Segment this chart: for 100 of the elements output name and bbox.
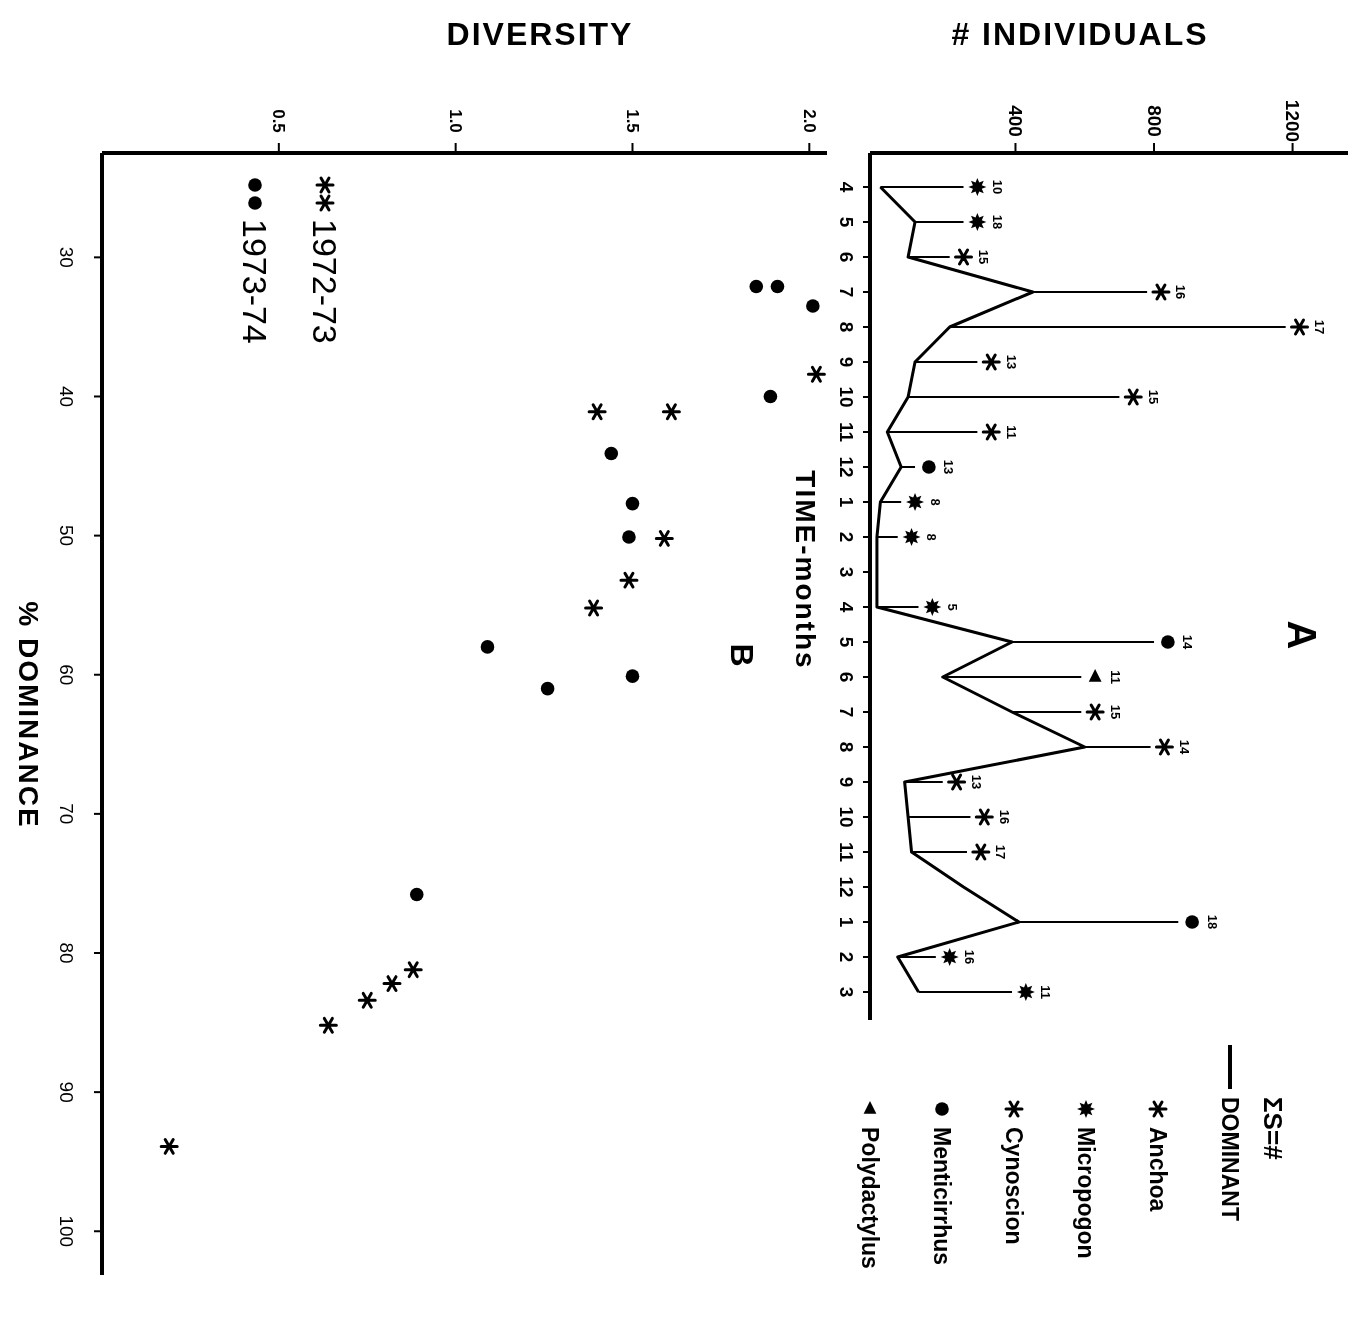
annotation: 18 [989, 214, 1005, 230]
y-tick-label: 70 [55, 803, 77, 825]
y-tick-label: 1 [835, 496, 857, 508]
legend-label: DOMINANT [1217, 1097, 1243, 1221]
y-tick-label: 100 [55, 1215, 77, 1248]
text: A [1280, 620, 1324, 650]
point [981, 353, 1001, 371]
annotation: 10 [989, 179, 1005, 195]
annotation: 5 [944, 603, 960, 611]
y-tick-label: 40 [55, 385, 77, 408]
point [1088, 669, 1102, 682]
point [318, 1016, 338, 1034]
point [409, 887, 424, 902]
annotation: 14 [1176, 739, 1192, 755]
point [974, 808, 994, 826]
point [540, 681, 555, 696]
point [584, 599, 604, 617]
bar [908, 816, 971, 818]
annotation: 16 [962, 949, 978, 965]
y-tick-label: 30 [55, 246, 77, 268]
point [906, 493, 925, 511]
y-tick-label: 7 [835, 286, 857, 298]
x-axis-title: DIVERSITY [446, 16, 634, 52]
point [1123, 388, 1143, 406]
y-tick-label: 12 [835, 456, 857, 478]
y-tick-label: 3 [835, 986, 857, 998]
bar [887, 431, 978, 433]
legend-label: Micropogon [1073, 1127, 1099, 1259]
point [622, 530, 636, 544]
point [1161, 635, 1175, 649]
annotation: 18 [1204, 914, 1220, 930]
point [954, 248, 974, 266]
point [357, 991, 377, 1009]
point [806, 299, 820, 313]
x-tick-label: 800 [1143, 105, 1165, 137]
y-tick-label: 50 [55, 525, 77, 547]
point [1085, 703, 1105, 721]
annotation: 13 [941, 459, 957, 475]
x-tick-label: 1.5 [622, 109, 642, 133]
annotation: 16 [1173, 284, 1189, 300]
legend-label: Anchoa [1145, 1127, 1171, 1212]
point [1290, 318, 1310, 336]
legend-label: Menticirrhus [929, 1127, 955, 1266]
y-tick-label: 9 [835, 356, 857, 368]
point [382, 975, 402, 993]
y-tick-label: 80 [55, 942, 77, 964]
x-tick-label: 0.5 [269, 109, 289, 133]
y-tick-label: 4 [835, 181, 857, 193]
x-tick-label: 2.0 [799, 109, 819, 133]
y-tick-label: 3 [835, 566, 857, 578]
point [1016, 983, 1035, 1001]
point [763, 389, 778, 404]
text: B [724, 643, 760, 667]
point [770, 279, 785, 294]
point [922, 460, 936, 474]
bar [880, 501, 902, 503]
bar [915, 361, 978, 363]
point [947, 773, 967, 791]
point [604, 446, 619, 461]
annotation: 15 [1107, 704, 1123, 720]
point [159, 1137, 179, 1155]
annotation: 17 [993, 844, 1009, 860]
y-tick-label: 12 [835, 876, 857, 898]
y-tick-label: 8 [835, 741, 857, 753]
annotation: 8 [927, 498, 943, 506]
point [587, 403, 607, 421]
annotation: 13 [969, 774, 985, 790]
annotation: 13 [1003, 354, 1019, 370]
annotation: 14 [1180, 634, 1196, 650]
point [1151, 283, 1171, 301]
y-tick-label: 7 [835, 706, 857, 718]
bar [901, 466, 916, 468]
point [1185, 915, 1199, 929]
legend-label: 1973-74 [236, 219, 274, 344]
y-tick-label: 2 [835, 531, 857, 543]
bar [915, 221, 964, 223]
point [806, 365, 826, 383]
point [625, 496, 640, 511]
y-tick-label: 6 [835, 671, 857, 683]
point [625, 669, 640, 683]
point [1154, 738, 1174, 756]
y-tick-label: 1 [835, 916, 857, 928]
y-tick-label: 11 [835, 421, 857, 443]
bar [908, 256, 950, 258]
annotation: 11 [1107, 670, 1123, 684]
point [968, 213, 987, 231]
x-tick-label: 1.0 [446, 109, 466, 133]
point [661, 403, 681, 421]
y-tick-label: 6 [835, 251, 857, 263]
point [968, 178, 987, 196]
point [619, 571, 639, 589]
legend-title: ΣS=# [1258, 1097, 1288, 1161]
y-tick-label: 60 [55, 664, 77, 686]
point [749, 279, 764, 294]
bar [911, 851, 967, 853]
bar [1012, 711, 1082, 713]
point [981, 423, 1001, 441]
y-tick-label: 4 [835, 601, 857, 613]
point [654, 529, 674, 547]
legend-label: Cynoscion [1001, 1127, 1027, 1245]
